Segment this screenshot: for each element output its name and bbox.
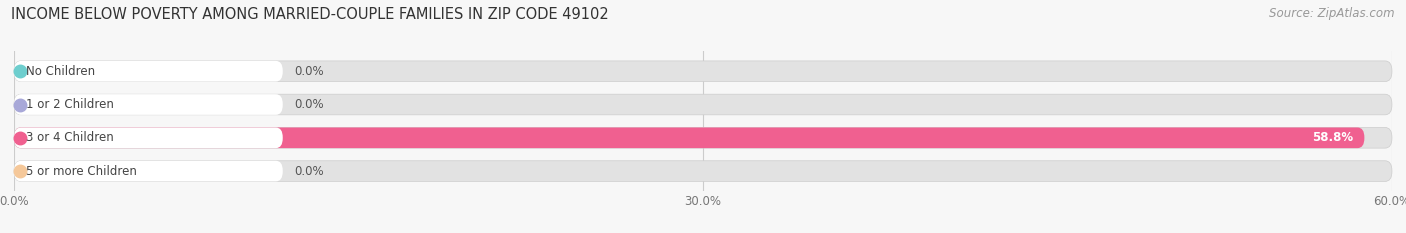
FancyBboxPatch shape bbox=[14, 127, 1364, 148]
FancyBboxPatch shape bbox=[14, 61, 1392, 82]
Text: 0.0%: 0.0% bbox=[294, 164, 323, 178]
Text: 3 or 4 Children: 3 or 4 Children bbox=[27, 131, 114, 144]
Text: 1 or 2 Children: 1 or 2 Children bbox=[27, 98, 114, 111]
FancyBboxPatch shape bbox=[14, 161, 1392, 182]
Text: 58.8%: 58.8% bbox=[1312, 131, 1354, 144]
Text: INCOME BELOW POVERTY AMONG MARRIED-COUPLE FAMILIES IN ZIP CODE 49102: INCOME BELOW POVERTY AMONG MARRIED-COUPL… bbox=[11, 7, 609, 22]
FancyBboxPatch shape bbox=[14, 127, 283, 148]
Text: 0.0%: 0.0% bbox=[294, 65, 323, 78]
Text: 5 or more Children: 5 or more Children bbox=[27, 164, 138, 178]
FancyBboxPatch shape bbox=[14, 127, 1392, 148]
FancyBboxPatch shape bbox=[14, 94, 1392, 115]
Text: Source: ZipAtlas.com: Source: ZipAtlas.com bbox=[1270, 7, 1395, 20]
Text: 0.0%: 0.0% bbox=[294, 98, 323, 111]
Text: No Children: No Children bbox=[27, 65, 96, 78]
FancyBboxPatch shape bbox=[14, 161, 283, 182]
FancyBboxPatch shape bbox=[14, 61, 283, 82]
FancyBboxPatch shape bbox=[14, 94, 283, 115]
